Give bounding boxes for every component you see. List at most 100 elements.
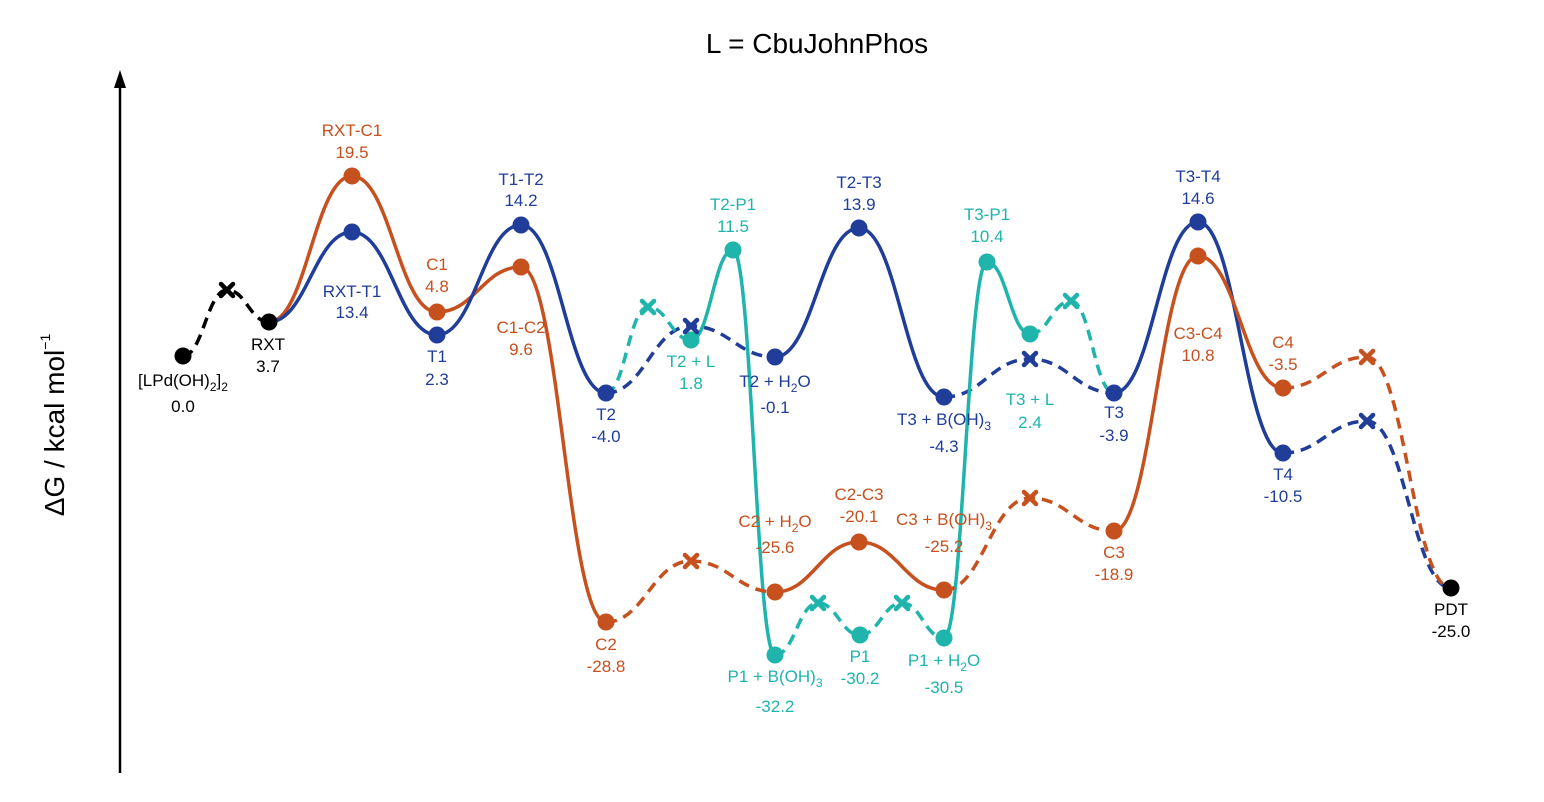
state-energy-pdt: -25.0 (1432, 622, 1471, 641)
state-point-t4 (1274, 444, 1292, 462)
state-point-p1 (851, 626, 869, 644)
state-energy-lpdoh2: 0.0 (171, 397, 195, 416)
chart-title: L = CbuJohnPhos (706, 28, 928, 59)
state-energy-t3-p1: 10.4 (970, 227, 1003, 246)
cross-marker-x9 (1021, 489, 1039, 507)
svg-text:ΔG / kcal mol−1: ΔG / kcal mol−1 (37, 334, 70, 517)
state-name-t2-l: T2 + L (667, 352, 716, 371)
path-teal-t3l (1029, 299, 1115, 395)
state-point-t3-l (1021, 325, 1039, 343)
cross-marker-x8 (682, 552, 700, 570)
state-point-c2-c3 (850, 533, 868, 551)
state-name-t2-t3: T2-T3 (836, 173, 881, 192)
cross-marker-x6 (1358, 348, 1376, 366)
cross-marker-x5 (1062, 292, 1080, 310)
state-name-t2-h2o: T2 + H2O (739, 372, 810, 395)
cross-marker-x1 (218, 281, 236, 299)
state-point-rxt-t1 (343, 223, 361, 241)
state-energy-c1-c2: 9.6 (509, 340, 533, 359)
state-name-c3: C3 (1103, 543, 1125, 562)
state-name-p1-boh3: P1 + B(OH)3 (727, 667, 822, 690)
state-energy-c2-c3: -20.1 (840, 507, 879, 526)
state-name-t3-l: T3 + L (1006, 390, 1055, 409)
state-name-c2: C2 (595, 635, 617, 654)
y-axis-label-text: ΔG / kcal mol (39, 350, 70, 517)
state-point-c3-c4 (1189, 247, 1207, 265)
state-name-c3-boh3: C3 + B(OH)3 (896, 510, 992, 533)
reaction-pathways (182, 174, 1452, 657)
state-point-t3 (1105, 384, 1123, 402)
state-energy-p1: -30.2 (841, 669, 880, 688)
cross-marker-x11 (893, 594, 911, 612)
path-orange-c2 (605, 559, 776, 624)
state-point-t3-boh3 (935, 388, 953, 406)
cross-marker-x2 (639, 298, 657, 316)
cross-marker-x3 (682, 317, 700, 335)
state-energy-rxt: 3.7 (256, 357, 280, 376)
state-point-t2-h2o (766, 348, 784, 366)
state-point-pdt (1442, 579, 1460, 597)
state-energy-t2-p1: 11.5 (717, 217, 749, 236)
state-name-rxt: RXT (251, 335, 285, 354)
state-energy-c3-boh3: -25.2 (925, 537, 964, 556)
state-point-c2-h2o (766, 583, 784, 601)
state-point-c2 (597, 613, 615, 631)
state-energy-rxt-t1: 13.4 (335, 303, 368, 322)
state-point-t3-p1 (978, 253, 996, 271)
state-energy-t2-h2o: -0.1 (760, 398, 789, 417)
state-point-lpdoh2 (174, 347, 192, 365)
state-point-rxt (260, 313, 278, 331)
state-energy-t1-t2: 14.2 (504, 191, 537, 210)
state-point-p1-boh3 (766, 646, 784, 664)
path-orange-exit (1282, 355, 1452, 590)
state-point-t2-t3 (850, 219, 868, 237)
state-name-p1-h2o: P1 + H2O (908, 651, 980, 674)
state-point-rxt-c1 (343, 167, 361, 185)
state-point-t2 (597, 384, 615, 402)
state-name-t4: T4 (1273, 465, 1293, 484)
state-name-t3: T3 (1104, 403, 1124, 422)
path-blue-exit (1282, 419, 1452, 590)
y-axis-label-superscript: −1 (37, 334, 53, 350)
path-orange-upper (268, 174, 607, 624)
state-name-pdt: PDT (1434, 600, 1468, 619)
state-name-t2: T2 (596, 405, 616, 424)
state-point-t3-t4 (1189, 213, 1207, 231)
state-energy-t3-boh3: -4.3 (929, 437, 958, 456)
state-point-t2-p1 (724, 241, 742, 259)
state-energy-c3: -18.9 (1095, 565, 1134, 584)
state-energy-c3-c4: 10.8 (1181, 346, 1214, 365)
state-name-lpdoh2: [LPd(OH)2]2 (138, 371, 228, 394)
cross-marker-x7 (1358, 412, 1376, 430)
state-name-t3-p1: T3-P1 (964, 205, 1010, 224)
path-teal-t2p1 (690, 248, 777, 657)
state-name-c2-c3: C2-C3 (834, 485, 883, 504)
state-point-c1-c2 (512, 258, 530, 276)
state-point-c3-boh3 (935, 581, 953, 599)
state-point-p1-h2o (935, 629, 953, 647)
state-labels: [LPd(OH)2]2 0.0 RXT 3.7 RXT-C1 19.5 RXT-T1 13.4… (138, 121, 1470, 716)
state-energy-t3: -3.9 (1099, 426, 1128, 445)
state-energy-t1: 2.3 (425, 370, 449, 389)
state-energy-c2-h2o: -25.6 (756, 538, 795, 557)
state-name-p1: P1 (850, 647, 871, 666)
state-point-c4 (1274, 379, 1292, 397)
y-axis-label: ΔG / kcal mol−1 (37, 334, 70, 517)
path-teal-t3p1 (942, 260, 1031, 640)
state-energy-p1-boh3: -32.2 (756, 697, 795, 716)
state-name-t1: T1 (427, 347, 447, 366)
state-name-t3-t4: T3-T4 (1175, 167, 1220, 186)
state-energy-t3-l: 2.4 (1018, 413, 1042, 432)
state-point-c1 (428, 303, 446, 321)
y-axis-arrowhead (114, 70, 126, 88)
state-name-c1: C1 (426, 255, 448, 274)
cross-marker-x10 (809, 594, 827, 612)
state-point-t1-t2 (512, 216, 530, 234)
state-point-c3 (1105, 522, 1123, 540)
state-name-c2-h2o: C2 + H2O (738, 512, 811, 535)
state-name-c3-c4: C3-C4 (1173, 324, 1222, 343)
state-energy-c1: 4.8 (425, 277, 449, 296)
state-markers (174, 167, 1460, 664)
state-energy-t4: -10.5 (1264, 487, 1303, 506)
